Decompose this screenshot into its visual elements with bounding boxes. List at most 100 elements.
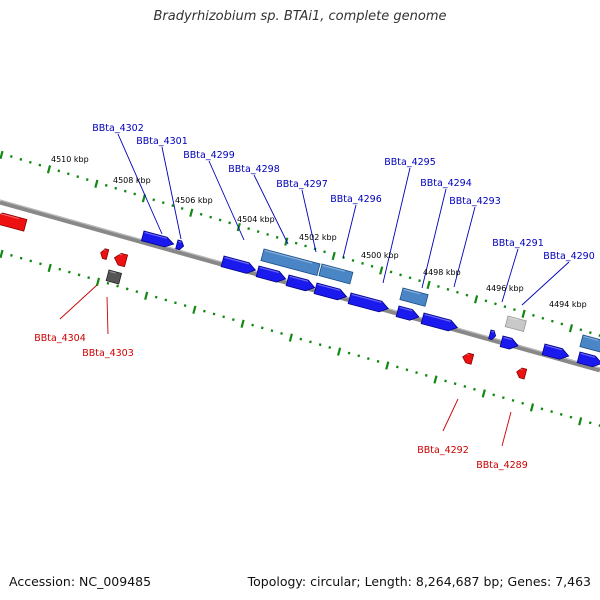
kbp-label: 4498 kbp	[423, 268, 461, 277]
outer-tick	[304, 244, 307, 248]
inner-tick	[444, 379, 447, 383]
gene-glyph-bbta4296b	[313, 282, 348, 301]
inner-tick	[463, 385, 467, 388]
outer-tick	[579, 328, 583, 332]
callout-bbta-4295-leader	[382, 167, 411, 284]
inner-tick	[357, 354, 361, 358]
outer-tick	[19, 157, 23, 161]
outer-tick	[180, 207, 184, 210]
gene-glyph-left-red	[0, 211, 28, 232]
gene-glyph-bbta4290	[541, 343, 570, 360]
gene-glyph-bbta4292-shape	[462, 352, 475, 365]
gene-glyph-bbta4289-shape	[516, 367, 528, 380]
inner-tick	[125, 287, 129, 291]
outer-tick	[446, 287, 450, 291]
outer-tick	[123, 189, 127, 193]
callout-bbta-4296-leader	[342, 204, 357, 259]
gene-glyph-bbta4303-shine	[109, 270, 116, 274]
gene-glyph-bbta4291b-shape	[488, 329, 497, 340]
gene-glyph-bbta4298	[260, 248, 321, 277]
outer-tick	[399, 273, 402, 277]
callout-bbta-4299-label: BBta_4299	[183, 150, 235, 161]
inner-tick	[424, 373, 428, 377]
outer-tick	[256, 230, 260, 234]
inner-tick	[385, 361, 390, 370]
outer-tick	[275, 235, 279, 239]
gene-glyph-bbta4292	[462, 352, 475, 365]
gene-glyph-bbta4296b-shine	[317, 283, 341, 291]
tick-rings	[0, 150, 600, 428]
callout-bbta-4295-label: BBta_4295	[384, 157, 436, 168]
outer-tick	[218, 218, 222, 222]
gene-glyph-bbta4304b-shine	[116, 252, 123, 256]
kbp-scale-labels: 4510 kbp 4508 kbp 4506 kbp 4504 kbp 4502 kbp…	[51, 155, 587, 309]
callout-bbta-4293-leader	[453, 206, 476, 288]
gene-glyph-bbta4302-shape	[140, 230, 175, 248]
callout-bbta-4304-label: BBta_4304	[34, 333, 86, 344]
gene-glyph-pseudo	[504, 315, 527, 333]
inner-tick	[521, 401, 525, 405]
gene-glyph-bbta4304b	[113, 252, 129, 268]
gene-glyph-bbta4302-shine	[144, 231, 168, 239]
gene-label-callouts: BBta_4302 BBta_4301 BBta_4299 BBta_4298 BBta…	[34, 123, 595, 471]
gene-glyph-bbta4290c	[576, 351, 600, 368]
outer-tick	[199, 212, 203, 216]
inner-tick	[135, 290, 139, 294]
kbp-label: 4506 kbp	[175, 196, 213, 205]
gene-glyph-bbta4291-shine	[503, 336, 512, 341]
inner-tick	[288, 333, 293, 342]
gene-glyph-bbta4297b-shine	[259, 266, 280, 274]
inner-tick	[10, 253, 13, 257]
gene-glyph-bbta4297b	[255, 265, 287, 283]
gene-glyph-bbta4291-shape	[499, 335, 519, 350]
gene-glyph-bbta4304	[100, 248, 110, 260]
outer-tick	[46, 165, 52, 174]
gene-glyph-bbta4301-shape	[175, 239, 185, 251]
callout-bbta-4302-leader	[117, 133, 163, 235]
inner-tick	[144, 291, 149, 300]
gene-glyph-bbta4296b-shape	[313, 282, 348, 301]
accession-text: Accession: NC_009485	[9, 574, 152, 589]
gene-glyph-bbta4297	[318, 263, 354, 285]
outer-tick	[209, 215, 213, 219]
gene-glyph-bbta4297-shine	[322, 264, 346, 272]
kbp-label: 4500 kbp	[361, 251, 399, 260]
gene-glyph-bbta4298-shine	[264, 249, 313, 264]
callout-bbta-4297-label: BBta_4297	[276, 179, 328, 190]
callout-bbta-4301-label: BBta_4301	[136, 136, 188, 147]
outer-tick	[266, 233, 270, 236]
inner-tick	[550, 410, 554, 414]
inner-tick	[309, 340, 312, 344]
callout-bbta-4294-leader	[421, 188, 447, 289]
outer-tick	[484, 299, 488, 303]
outer-tick	[66, 172, 70, 176]
gene-glyph-bbta4290-shine	[545, 344, 563, 351]
inner-tick	[318, 343, 322, 347]
outer-tick	[361, 261, 364, 265]
gene-glyph-left-red-shape	[0, 212, 28, 232]
inner-tick	[240, 319, 245, 328]
gene-glyph-bbta4297-shape	[318, 263, 354, 285]
gene-glyph-bbta4293-shape	[420, 312, 459, 332]
inner-tick	[116, 284, 119, 288]
outer-tick	[76, 175, 80, 179]
callout-bbta-4301-leader	[161, 146, 182, 240]
gene-glyph-bbta4294b-shine	[399, 306, 413, 312]
inner-tick	[299, 337, 303, 341]
inner-tick	[29, 259, 33, 263]
gene-glyph-bbta4303	[105, 269, 123, 285]
outer-tick	[588, 331, 592, 335]
callout-bbta-4290-label: BBta_4290	[543, 251, 595, 262]
gene-glyph-bbta4292-shine	[464, 352, 470, 356]
gene-glyph-bbta4302	[140, 230, 175, 248]
outer-tick	[521, 309, 526, 318]
inner-tick	[231, 318, 235, 322]
outer-tick	[57, 169, 61, 173]
gene-glyph-bbta4299-shine	[224, 256, 249, 265]
inner-tick	[260, 326, 264, 330]
callout-bbta-4292-label: BBta_4292	[417, 445, 469, 456]
inner-tick	[453, 382, 457, 386]
gene-glyph-bbta4301-shine	[178, 240, 182, 243]
outer-tick	[171, 204, 175, 208]
